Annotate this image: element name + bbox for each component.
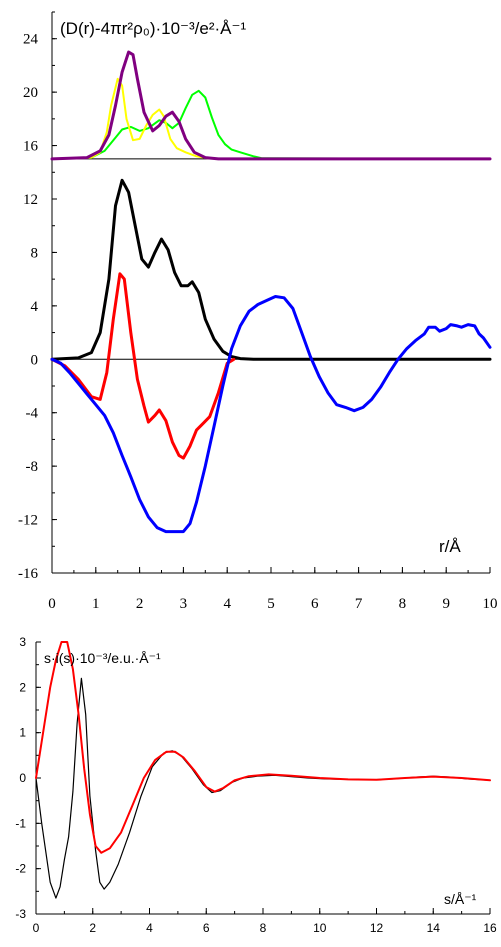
series-line-black [50, 178, 492, 361]
sf-series-group [35, 641, 491, 899]
x-tick-label: 16 [483, 921, 497, 935]
y-tick-label: 2 [19, 680, 26, 694]
x-tick-label: 3 [180, 596, 188, 612]
y-tick-label: -12 [18, 513, 38, 529]
y-tick-label: -3 [15, 907, 26, 921]
rdf-y-axis-label: (D(r)-4πr²ρ₀)·10⁻³/e²·Å⁻¹ [60, 19, 246, 38]
y-tick-label: 8 [31, 245, 39, 261]
x-tick-label: 2 [136, 596, 144, 612]
series-line-blue [50, 295, 492, 534]
y-tick-label: 0 [19, 771, 26, 785]
x-tick-label: 14 [427, 921, 441, 935]
x-tick-label: 0 [48, 596, 56, 612]
series-line-red [35, 641, 491, 854]
x-tick-label: 0 [33, 921, 40, 935]
x-tick-label: 4 [223, 596, 231, 612]
x-tick-label: 9 [442, 596, 450, 612]
series-line-green [51, 89, 491, 160]
series-line-black [35, 677, 491, 899]
series-line-purple [50, 50, 492, 161]
x-tick-label: 6 [203, 921, 210, 935]
y-tick-label: 16 [23, 139, 39, 155]
x-tick-label: 6 [311, 596, 319, 612]
x-tick-label: 4 [146, 921, 153, 935]
y-tick-label: 12 [23, 192, 38, 208]
y-tick-label: 4 [31, 299, 39, 315]
y-tick-label: -8 [26, 459, 39, 475]
rdf-x-axis-label: r/Å [439, 537, 461, 556]
y-tick-label: -16 [18, 566, 38, 582]
x-tick-label: 10 [483, 596, 498, 612]
x-tick-label: 5 [267, 596, 275, 612]
sf-y-axis-label: s·i(s)·10⁻³/e.u.·Å⁻¹ [44, 650, 161, 666]
x-tick-label: 1 [92, 596, 100, 612]
sf-x-axis-label: s/Å⁻¹ [444, 891, 477, 907]
series-line-red [50, 272, 236, 460]
x-tick-label: 12 [370, 921, 384, 935]
x-tick-label: 2 [89, 921, 96, 935]
y-tick-label: 3 [19, 635, 26, 649]
series-line-yellow [51, 77, 220, 160]
x-tick-label: 8 [399, 596, 407, 612]
x-tick-label: 10 [313, 921, 327, 935]
rdf-series-group [50, 50, 492, 534]
y-tick-label: -1 [15, 816, 26, 830]
y-tick-label: 20 [23, 85, 38, 101]
y-tick-label: 1 [19, 726, 26, 740]
x-tick-label: 8 [260, 921, 267, 935]
y-tick-label: 0 [31, 352, 39, 368]
y-tick-label: -2 [15, 862, 26, 876]
y-tick-label: 24 [23, 32, 39, 48]
x-tick-label: 7 [355, 596, 363, 612]
y-tick-label: -4 [26, 406, 39, 422]
